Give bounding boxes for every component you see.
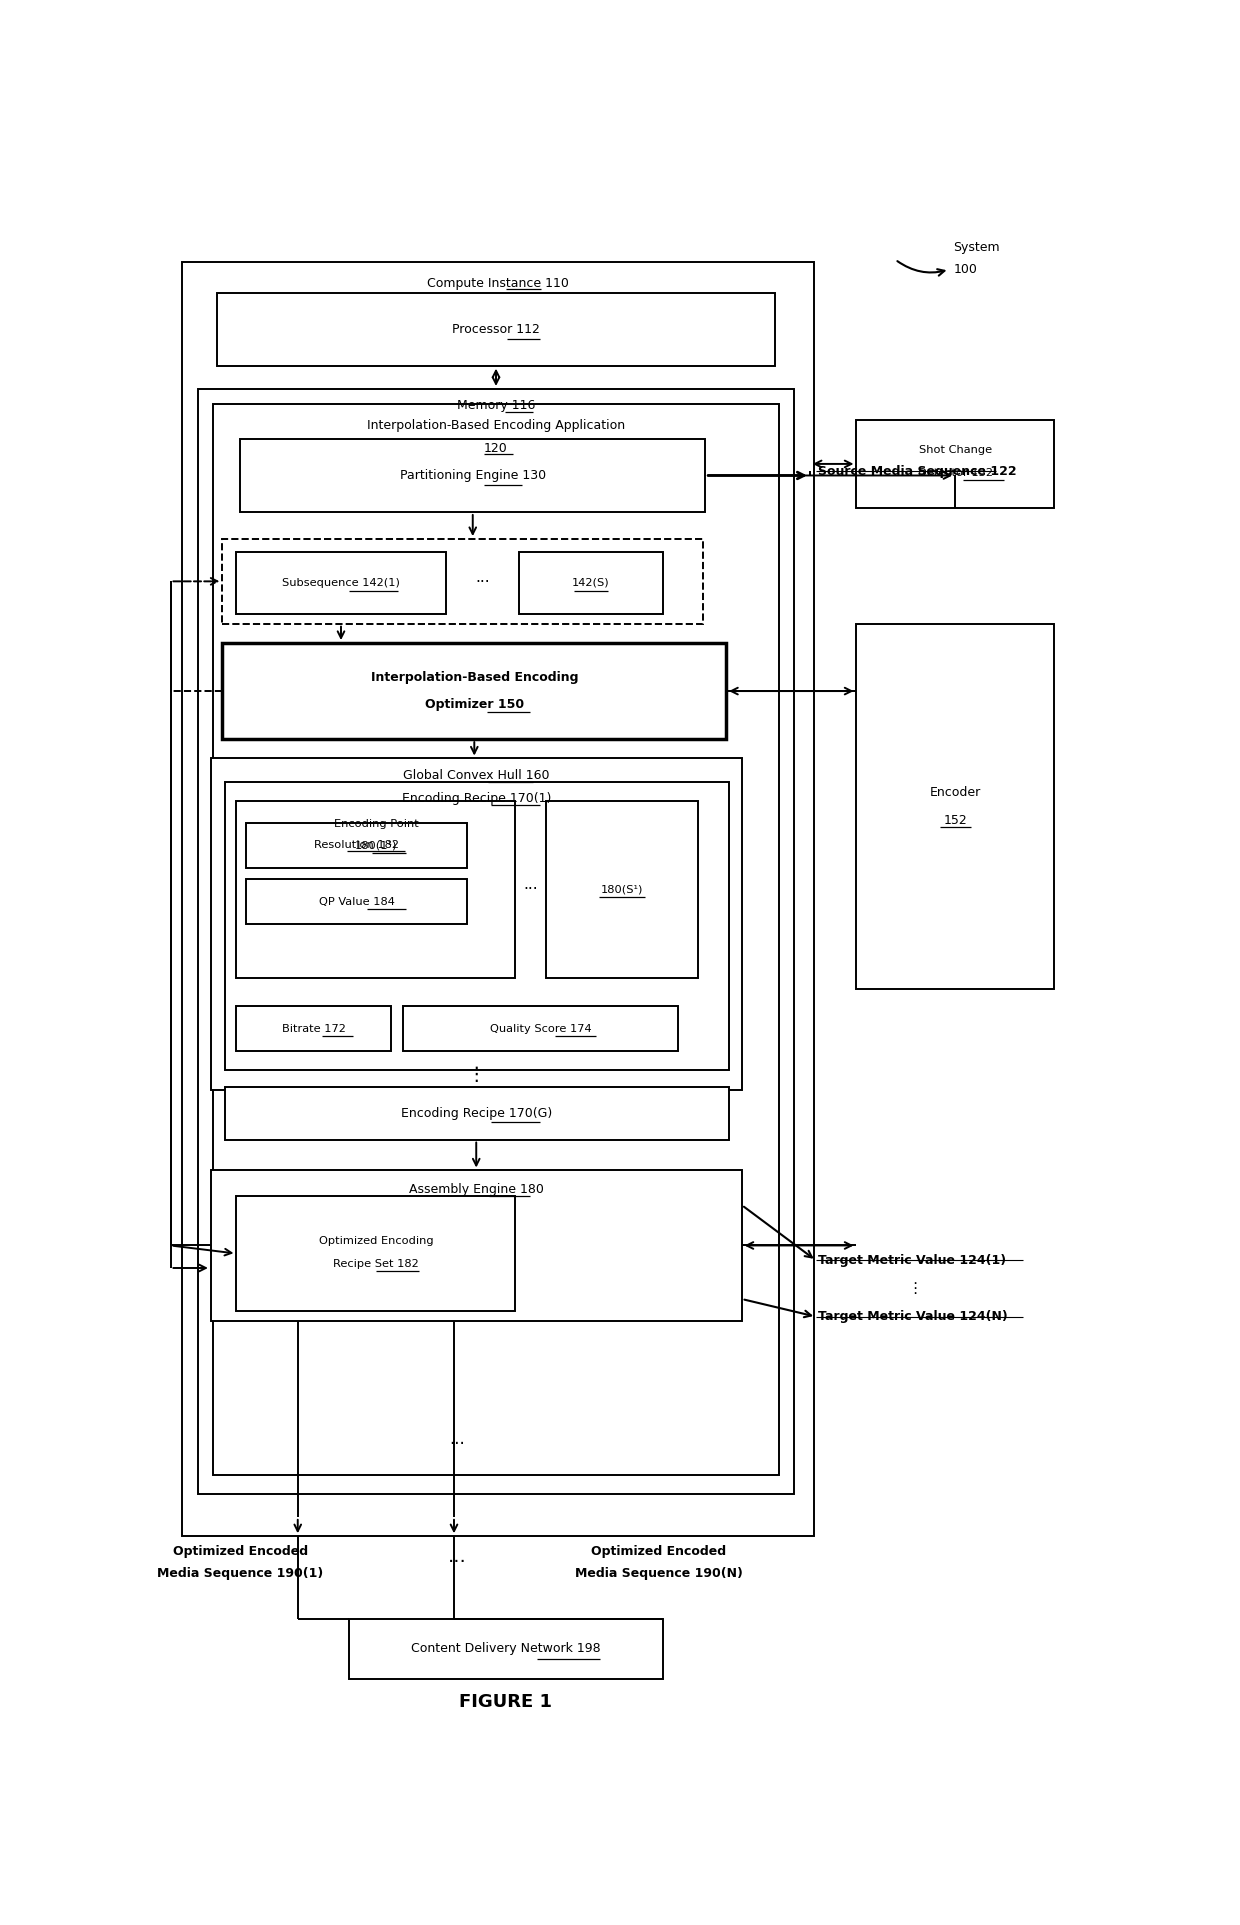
Bar [224, 782, 729, 1070]
Text: Encoding Point: Encoding Point [334, 818, 418, 830]
Bar [197, 389, 795, 1494]
Text: Assembly Engine 180: Assembly Engine 180 [409, 1184, 543, 1195]
Text: ···: ··· [448, 1553, 466, 1573]
Text: Memory 116: Memory 116 [456, 398, 536, 412]
Text: Recipe Set 182: Recipe Set 182 [334, 1259, 419, 1269]
Text: QP Value 184: QP Value 184 [319, 897, 394, 907]
Text: Bitrate 172: Bitrate 172 [281, 1024, 346, 1034]
Text: Processor 112: Processor 112 [453, 323, 539, 335]
Bar [247, 880, 467, 924]
Text: Encoding Recipe 170(G): Encoding Recipe 170(G) [401, 1107, 552, 1120]
Text: Compute Instance 110: Compute Instance 110 [427, 277, 569, 291]
Text: Encoder: Encoder [930, 785, 981, 799]
Bar [224, 1088, 729, 1140]
Text: 142(S): 142(S) [572, 578, 610, 587]
Text: Media Sequence 190(1): Media Sequence 190(1) [157, 1567, 324, 1580]
Text: Interpolation-Based Encoding: Interpolation-Based Encoding [371, 670, 578, 683]
Text: ⋮: ⋮ [906, 1280, 923, 1296]
Bar [520, 552, 662, 614]
Text: Resolution 182: Resolution 182 [315, 841, 399, 851]
Text: 120: 120 [484, 443, 508, 456]
Bar [182, 262, 813, 1536]
Bar [211, 1170, 742, 1321]
Bar [403, 1007, 678, 1051]
Text: Partitioning Engine 130: Partitioning Engine 130 [399, 470, 546, 481]
Text: Interpolation-Based Encoding Application: Interpolation-Based Encoding Application [367, 420, 625, 433]
Bar [222, 539, 703, 624]
Text: Target Metric Value 124(1): Target Metric Value 124(1) [817, 1253, 1006, 1267]
Bar [241, 439, 706, 512]
Text: ···: ··· [475, 576, 490, 591]
Text: 180(S¹): 180(S¹) [600, 884, 644, 895]
Text: ···: ··· [523, 882, 538, 897]
Text: 180(1¹): 180(1¹) [355, 841, 397, 851]
Text: 100: 100 [954, 264, 977, 275]
Text: Detector 132: Detector 132 [918, 468, 993, 477]
Bar [857, 420, 1054, 508]
Text: Media Sequence 190(N): Media Sequence 190(N) [575, 1567, 743, 1580]
Text: Optimized Encoding: Optimized Encoding [319, 1236, 433, 1245]
Text: Optimized Encoded: Optimized Encoded [172, 1546, 308, 1557]
Bar [247, 824, 467, 868]
Text: Subsequence 142(1): Subsequence 142(1) [281, 578, 401, 587]
Bar [237, 1195, 516, 1311]
Text: Source Media Sequence 122: Source Media Sequence 122 [817, 464, 1017, 477]
Bar [237, 1007, 392, 1051]
Bar [237, 552, 445, 614]
Bar [222, 643, 727, 739]
Bar [348, 1619, 662, 1679]
Bar [547, 801, 697, 978]
Text: Shot Change: Shot Change [919, 445, 992, 454]
Text: 152: 152 [944, 814, 967, 828]
Text: Quality Score 174: Quality Score 174 [490, 1024, 591, 1034]
Text: Global Convex Hull 160: Global Convex Hull 160 [403, 768, 549, 782]
Bar [213, 404, 779, 1475]
Text: Content Delivery Network 198: Content Delivery Network 198 [410, 1642, 600, 1655]
Text: FIGURE 1: FIGURE 1 [459, 1692, 552, 1711]
Text: ···: ··· [449, 1434, 465, 1453]
Bar [857, 624, 1054, 989]
Bar [217, 293, 775, 366]
Text: Encoding Recipe 170(1): Encoding Recipe 170(1) [402, 791, 552, 805]
Text: Optimized Encoded: Optimized Encoded [591, 1546, 727, 1557]
Text: System: System [954, 241, 999, 254]
Text: ⋮: ⋮ [466, 1065, 486, 1084]
Bar [237, 801, 516, 978]
Text: Target Metric Value 124(N): Target Metric Value 124(N) [817, 1311, 1007, 1322]
Bar [211, 758, 742, 1090]
Text: Optimizer 150: Optimizer 150 [425, 697, 523, 710]
